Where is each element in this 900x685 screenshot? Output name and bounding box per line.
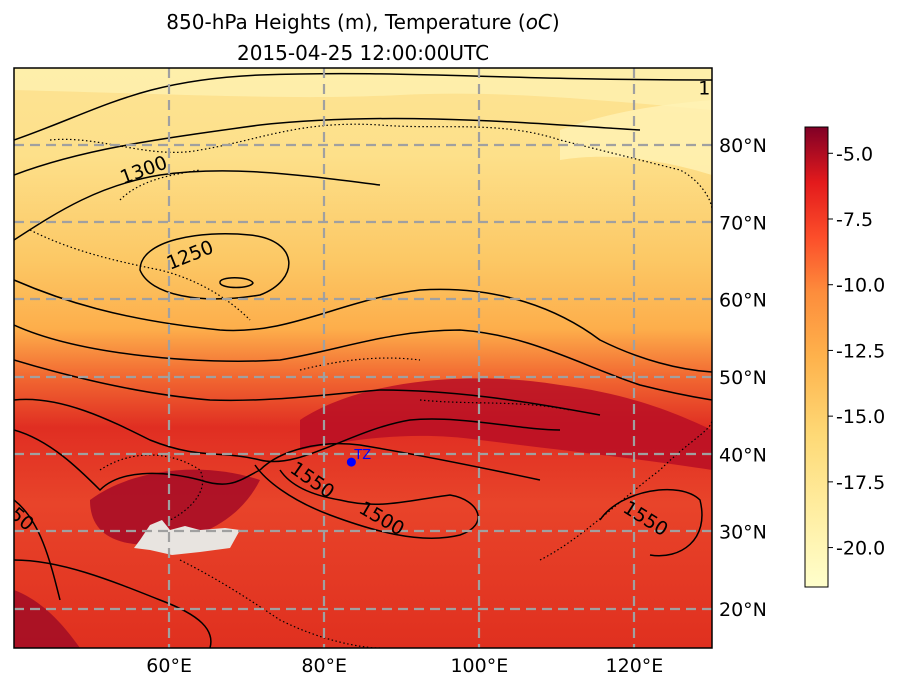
contour-1450 [14,429,261,492]
warm-patch-southwest [14,590,80,648]
warm-band-east [300,378,712,470]
contour-1550c [599,488,703,557]
lat-tick-label: 30°N [719,522,767,544]
contour-1400 [14,398,561,463]
colorbar-tick-label: -15.0 [836,406,885,428]
map-frame [13,67,713,649]
cold-band-north [14,68,712,110]
contour-1250 [139,233,290,300]
novaya-zemlya [119,169,201,201]
contour-label: 1 [698,78,710,100]
colorbar-tick-label: -7.5 [836,209,873,231]
border-kazakh [299,357,421,371]
contour-1350b [14,359,601,416]
chart-title: 850-hPa Heights (m), Temperature (oC) [14,10,712,34]
contour-1300b [14,324,712,401]
lat-tick-label: 50°N [719,367,767,389]
contour-1550a [14,559,212,648]
contour-1225 [219,277,254,289]
chart-subtitle: 2015-04-25 12:00:00UTC [236,41,490,65]
lon-tick-label: 100°E [450,655,508,677]
colorbar-bar [804,126,829,588]
lon-tick-label: 60°E [146,655,192,677]
graticule [14,68,712,648]
contour-1275 [14,279,712,373]
title-unit: oC [525,10,552,34]
lon-tick-label: 80°E [301,655,347,677]
station-point [346,457,356,467]
missing-data-mask [134,520,240,555]
contour-1300 [14,170,381,241]
lat-tick-label: 40°N [719,444,767,466]
colorbar-tick-label: -10.0 [836,275,885,297]
cold-patch-east [560,100,712,175]
colorbar-tick-label: -5.0 [836,143,873,165]
station-label: TZ [353,448,371,463]
contour-1325 [14,117,641,176]
lat-tick-labels: 80°N 70°N 60°N 50°N 40°N 30°N 20°N [719,135,767,621]
lon-tick-label: 120°E [606,655,664,677]
lat-tick-label: 20°N [719,599,767,621]
coastlines [29,123,712,648]
colorbar: -5.0 -7.5 -10.0 -12.5 -15.0 -17.5 -20.0 [804,126,885,588]
caspian-coast [99,454,204,521]
temperature-field [14,68,712,648]
chart-title-text: 850-hPa Heights (m), Temperature ( [166,10,526,34]
arabian-coast [179,559,381,648]
colorbar-tick-label: -12.5 [836,340,885,362]
baltic-coast [29,229,251,321]
lat-tick-label: 70°N [719,212,767,234]
lat-tick-label: 80°N [719,135,767,157]
border-mongolia [419,399,571,411]
lat-tick-label: 60°N [719,290,767,312]
lon-tick-labels: 60°E 80°E 100°E 120°E [146,655,663,677]
warm-patch-iran [90,469,260,545]
contour-1350 [14,72,712,141]
colorbar-ticks: -5.0 -7.5 -10.0 -12.5 -15.0 -17.5 -20.0 [828,143,885,560]
china-coast [539,419,712,561]
contour-1550b [14,499,61,601]
colorbar-tick-label: -20.0 [836,538,885,560]
station-marker: TZ [346,448,371,467]
title-close: ) [551,10,560,34]
colorbar-tick-label: -17.5 [836,472,885,494]
